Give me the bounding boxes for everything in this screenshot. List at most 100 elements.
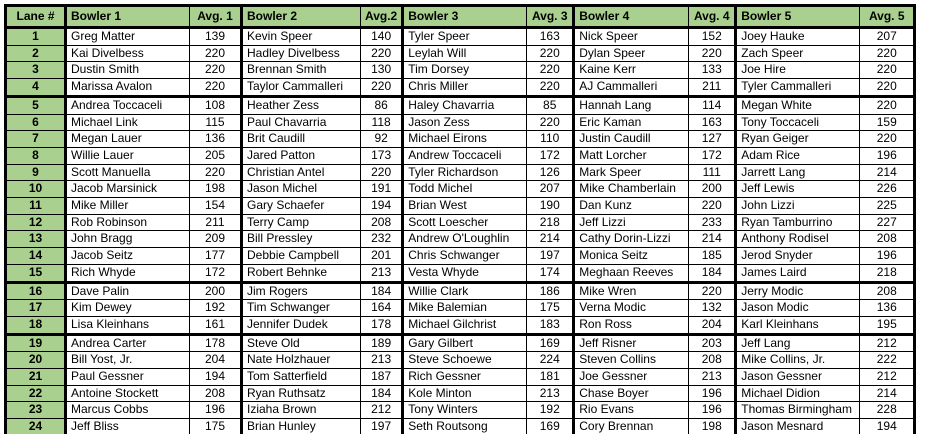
average-cell[interactable]: 133 <box>688 61 737 80</box>
average-cell[interactable]: 198 <box>189 180 242 199</box>
bowler-name-cell[interactable]: Megan Lauer <box>64 130 190 148</box>
lane-number-cell[interactable]: 7 <box>4 130 66 148</box>
lane-number-cell[interactable]: 17 <box>4 299 66 317</box>
average-cell[interactable]: 225 <box>859 197 917 215</box>
bowler-name-cell[interactable]: Matt Lorcher <box>572 146 690 165</box>
bowler-name-cell[interactable]: Thomas Birmingham <box>734 401 861 420</box>
average-cell[interactable]: 177 <box>189 247 242 265</box>
average-cell[interactable]: 208 <box>359 213 404 232</box>
bowler-name-cell[interactable]: Tim Schwanger <box>240 299 361 317</box>
average-cell[interactable]: 169 <box>526 332 575 353</box>
bowler-name-cell[interactable]: Jarrett Lang <box>734 163 861 182</box>
average-cell[interactable]: 191 <box>359 180 404 199</box>
average-cell[interactable]: 220 <box>359 44 404 63</box>
bowler-name-cell[interactable]: Antoine Stockett <box>64 384 190 403</box>
bowler-name-cell[interactable]: Zach Speer <box>734 44 861 63</box>
average-cell[interactable]: 115 <box>189 113 242 132</box>
average-cell[interactable]: 118 <box>359 113 404 132</box>
bowler-name-cell[interactable]: Rob Robinson <box>64 213 190 232</box>
header-avg-5[interactable]: Avg. 5 <box>859 4 917 29</box>
bowler-name-cell[interactable]: Andrea Carter <box>64 332 190 353</box>
bowler-name-cell[interactable]: Verna Modic <box>572 299 690 317</box>
bowler-name-cell[interactable]: Karl Kleinhans <box>734 315 861 335</box>
average-cell[interactable]: 220 <box>526 78 575 97</box>
bowler-name-cell[interactable]: Terry Camp <box>240 213 361 232</box>
average-cell[interactable]: 111 <box>688 163 737 182</box>
bowler-name-cell[interactable]: Jerod Snyder <box>734 247 861 265</box>
bowler-name-cell[interactable]: Joe Gessner <box>572 368 690 386</box>
average-cell[interactable]: 152 <box>688 27 737 46</box>
lane-number-cell[interactable]: 8 <box>4 146 66 165</box>
average-cell[interactable]: 132 <box>688 299 737 317</box>
average-cell[interactable]: 86 <box>359 94 404 115</box>
average-cell[interactable]: 220 <box>189 163 242 182</box>
bowler-name-cell[interactable]: Steven Collins <box>572 351 690 370</box>
bowler-name-cell[interactable]: Chris Schwanger <box>401 247 528 265</box>
bowler-name-cell[interactable]: Hannah Lang <box>572 94 690 115</box>
average-cell[interactable]: 208 <box>688 351 737 370</box>
bowler-name-cell[interactable]: Cory Brennan <box>572 418 690 434</box>
bowler-name-cell[interactable]: Brian Hunley <box>240 418 361 434</box>
average-cell[interactable]: 196 <box>859 247 917 265</box>
lane-number-cell[interactable]: 15 <box>4 263 66 283</box>
average-cell[interactable]: 190 <box>526 197 575 215</box>
average-cell[interactable]: 196 <box>189 401 242 420</box>
lane-number-cell[interactable]: 18 <box>4 315 66 335</box>
average-cell[interactable]: 172 <box>526 146 575 165</box>
average-cell[interactable]: 183 <box>526 315 575 335</box>
average-cell[interactable]: 213 <box>359 263 404 283</box>
header-avg-1[interactable]: Avg. 1 <box>189 4 242 29</box>
bowler-name-cell[interactable]: Jason Modic <box>734 299 861 317</box>
lane-number-cell[interactable]: 19 <box>4 332 66 353</box>
average-cell[interactable]: 220 <box>526 61 575 80</box>
bowler-name-cell[interactable]: Jason Michel <box>240 180 361 199</box>
average-cell[interactable]: 233 <box>688 213 737 232</box>
bowler-name-cell[interactable]: Tony Winters <box>401 401 528 420</box>
bowler-name-cell[interactable]: Seth Routsong <box>401 418 528 434</box>
average-cell[interactable]: 189 <box>359 332 404 353</box>
bowler-name-cell[interactable]: Rio Evans <box>572 401 690 420</box>
average-cell[interactable]: 208 <box>859 280 917 301</box>
header-bowler-2[interactable]: Bowler 2 <box>240 4 361 29</box>
average-cell[interactable]: 213 <box>526 384 575 403</box>
bowler-name-cell[interactable]: Andrea Toccaceli <box>64 94 190 115</box>
average-cell[interactable]: 136 <box>189 130 242 148</box>
average-cell[interactable]: 194 <box>189 368 242 386</box>
lane-number-cell[interactable]: 5 <box>4 94 66 115</box>
lane-number-cell[interactable]: 6 <box>4 113 66 132</box>
bowler-name-cell[interactable]: Jared Patton <box>240 146 361 165</box>
lane-number-cell[interactable]: 13 <box>4 230 66 249</box>
bowler-name-cell[interactable]: Taylor Cammalleri <box>240 78 361 97</box>
average-cell[interactable]: 220 <box>859 44 917 63</box>
average-cell[interactable]: 163 <box>526 27 575 46</box>
average-cell[interactable]: 173 <box>359 146 404 165</box>
average-cell[interactable]: 220 <box>526 44 575 63</box>
bowler-name-cell[interactable]: Nate Holzhauer <box>240 351 361 370</box>
average-cell[interactable]: 224 <box>526 351 575 370</box>
average-cell[interactable]: 220 <box>189 78 242 97</box>
average-cell[interactable]: 214 <box>859 163 917 182</box>
average-cell[interactable]: 194 <box>359 197 404 215</box>
average-cell[interactable]: 127 <box>688 130 737 148</box>
bowler-name-cell[interactable]: Ryan Tamburrino <box>734 213 861 232</box>
bowler-name-cell[interactable]: Vesta Whyde <box>401 263 528 283</box>
average-cell[interactable]: 175 <box>189 418 242 434</box>
bowler-name-cell[interactable]: Debbie Campbell <box>240 247 361 265</box>
bowler-name-cell[interactable]: Nick Speer <box>572 27 690 46</box>
average-cell[interactable]: 220 <box>359 163 404 182</box>
average-cell[interactable]: 172 <box>688 146 737 165</box>
bowler-name-cell[interactable]: Ryan Ruthsatz <box>240 384 361 403</box>
average-cell[interactable]: 172 <box>189 263 242 283</box>
bowler-name-cell[interactable]: Hadley Divelbess <box>240 44 361 63</box>
average-cell[interactable]: 200 <box>688 180 737 199</box>
average-cell[interactable]: 211 <box>189 213 242 232</box>
average-cell[interactable]: 184 <box>359 384 404 403</box>
bowler-name-cell[interactable]: Jennifer Dudek <box>240 315 361 335</box>
lane-number-cell[interactable]: 1 <box>4 27 66 46</box>
lane-number-cell[interactable]: 22 <box>4 384 66 403</box>
average-cell[interactable]: 214 <box>688 230 737 249</box>
average-cell[interactable]: 220 <box>859 78 917 97</box>
bowler-name-cell[interactable]: Mike Collins, Jr. <box>734 351 861 370</box>
average-cell[interactable]: 195 <box>859 315 917 335</box>
average-cell[interactable]: 136 <box>859 299 917 317</box>
